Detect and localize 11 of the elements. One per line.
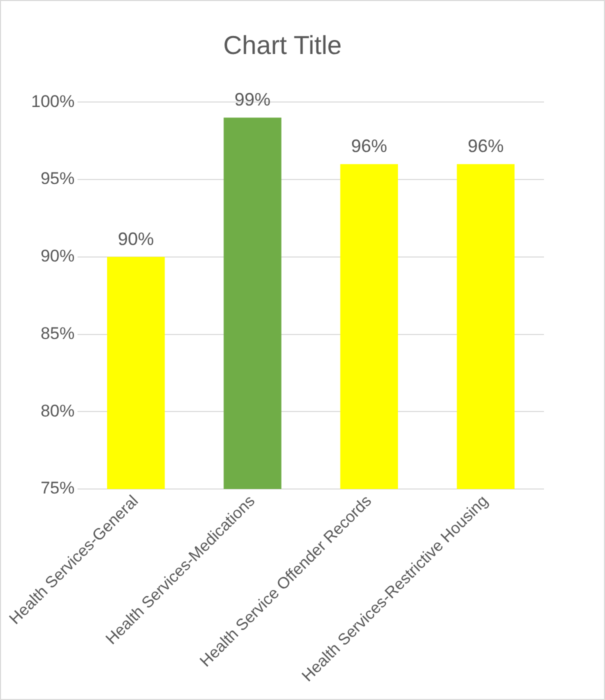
data-label: 90% (118, 228, 154, 249)
data-label: 96% (468, 136, 504, 156)
chart-title: Chart Title (223, 30, 342, 60)
data-label: 99% (234, 90, 271, 110)
y-tick-label: 100% (31, 92, 75, 111)
y-tick-label: 80% (40, 401, 75, 420)
y-tick-label: 90% (40, 246, 75, 266)
y-tick-label: 95% (40, 169, 75, 188)
data-label: 96% (351, 136, 388, 156)
y-tick-label: 85% (40, 324, 75, 343)
y-tick-label: 75% (40, 478, 75, 498)
